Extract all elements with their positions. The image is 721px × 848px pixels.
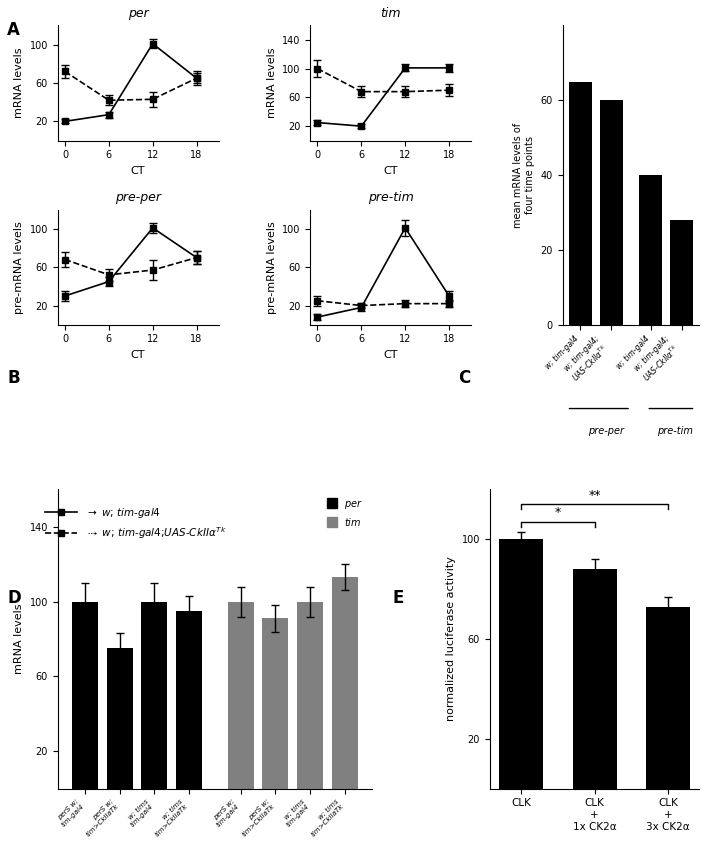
Y-axis label: pre-mRNA levels: pre-mRNA levels <box>267 220 277 314</box>
Legend: $per$, $tim$: $per$, $tim$ <box>323 494 367 532</box>
Y-axis label: pre-mRNA levels: pre-mRNA levels <box>14 220 24 314</box>
Bar <box>107 649 133 789</box>
Bar <box>640 175 663 325</box>
X-axis label: CT: CT <box>131 166 146 176</box>
Bar <box>176 611 202 789</box>
Text: A: A <box>7 21 20 39</box>
Title: pre-tim: pre-tim <box>368 192 413 204</box>
Bar <box>572 569 616 789</box>
X-axis label: CT: CT <box>384 350 398 360</box>
Y-axis label: mRNA levels: mRNA levels <box>267 47 277 118</box>
Bar <box>332 577 358 789</box>
Y-axis label: normalized luciferase activity: normalized luciferase activity <box>446 556 456 722</box>
Text: C: C <box>458 369 470 387</box>
Y-axis label: mRNA levels: mRNA levels <box>14 604 24 674</box>
Title: tim: tim <box>381 7 401 20</box>
Text: *: * <box>555 506 561 519</box>
Legend: $\rightarrow$ $w$; $tim$-$gal4$, $\dashrightarrow$ $w$; $tim$-$gal4$;$UAS$-$CkII: $\rightarrow$ $w$; $tim$-$gal4$, $\dashr… <box>41 502 231 545</box>
Text: E: E <box>393 589 404 607</box>
Bar <box>141 601 167 789</box>
Bar <box>228 601 254 789</box>
Bar <box>670 220 693 325</box>
Text: pre-per: pre-per <box>588 427 624 437</box>
Bar <box>500 539 544 789</box>
Bar <box>262 618 288 789</box>
Text: **: ** <box>588 488 601 502</box>
Bar <box>72 601 98 789</box>
Text: D: D <box>7 589 21 607</box>
Bar <box>569 81 592 325</box>
X-axis label: CT: CT <box>131 350 146 360</box>
Title: pre-per: pre-per <box>115 192 161 204</box>
X-axis label: CT: CT <box>384 166 398 176</box>
Text: B: B <box>7 369 20 387</box>
Y-axis label: mean mRNA levels of
four time points: mean mRNA levels of four time points <box>513 122 535 227</box>
Bar <box>600 100 622 325</box>
Title: per: per <box>128 7 149 20</box>
Bar <box>297 601 323 789</box>
Bar <box>646 606 690 789</box>
Text: pre-tim: pre-tim <box>657 427 693 437</box>
Y-axis label: mRNA levels: mRNA levels <box>14 47 24 118</box>
